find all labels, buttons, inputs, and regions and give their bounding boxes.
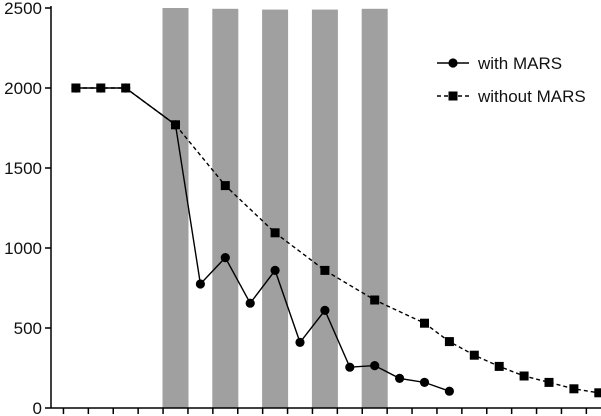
series-with-mars-point-8 (270, 265, 280, 275)
legend-without-mars-label: without MARS (477, 87, 586, 106)
y-tick-label-2500: 2500 (4, 0, 42, 18)
series-with-mars-point-5 (195, 279, 205, 289)
series-without-mars-point-11 (469, 350, 479, 360)
series-without-mars-point-1 (71, 83, 81, 93)
axes: 0 500 1000 1500 2000 2500 (4, 0, 601, 416)
series-with-mars-point-6 (220, 253, 230, 263)
legend-with-mars-label: with MARS (477, 54, 562, 73)
band-4 (311, 9, 338, 408)
series-layer (71, 83, 601, 398)
series-without-mars-point-15 (569, 384, 579, 394)
series-without-mars-point-13 (519, 371, 529, 381)
series-with-mars-point-12 (370, 361, 380, 371)
series-with-mars-point-15 (444, 386, 454, 396)
series-with-mars-point-11 (345, 362, 355, 372)
series-without-mars-point-7 (320, 265, 330, 275)
series-with-mars-point-7 (245, 298, 255, 308)
y-tick-label-1000: 1000 (4, 239, 42, 258)
y-tick-label-1500: 1500 (4, 159, 42, 178)
legend-without-mars-marker (448, 91, 458, 101)
legend-with-mars-marker (448, 58, 458, 68)
series-without-mars-point-6 (270, 228, 280, 238)
band-3 (262, 9, 289, 408)
y-tick-label-500: 500 (14, 319, 42, 338)
series-with-mars-point-13 (395, 373, 405, 383)
series-with-mars-point-10 (320, 305, 330, 315)
series-without-mars-point-10 (444, 337, 454, 347)
series-without-mars-point-16 (594, 388, 601, 398)
band-1 (162, 8, 189, 408)
series-without-mars-point-3 (121, 83, 131, 93)
series-without-mars-point-8 (370, 295, 380, 305)
band-2 (212, 8, 239, 409)
band-5 (361, 8, 388, 409)
series-without-mars-point-2 (96, 83, 106, 93)
y-tick-label-0: 0 (33, 399, 42, 416)
series-without-mars-point-9 (420, 318, 429, 328)
series-without-mars-line (75, 87, 599, 394)
shaded-bands (162, 8, 388, 409)
series-without-mars-point-5 (220, 181, 230, 191)
series-with-mars-point-14 (419, 377, 430, 387)
series-without-mars-point-14 (544, 377, 554, 387)
y-tick-label-2000: 2000 (4, 79, 42, 98)
series-with-mars-point-9 (295, 337, 305, 347)
series-without-mars-point-4 (171, 120, 180, 130)
series-without-mars-point-12 (494, 361, 504, 371)
legend: with MARS without MARS (437, 54, 586, 106)
